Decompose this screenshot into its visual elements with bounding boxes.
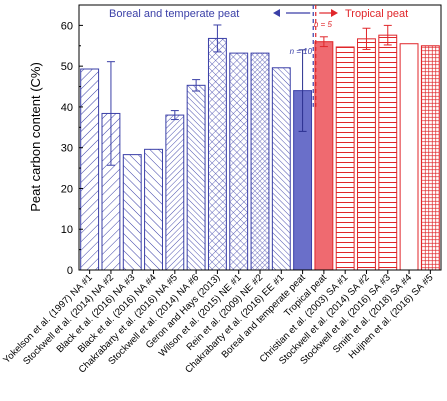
error-bar-6 [192, 79, 201, 92]
tropical-region-label: Tropical peat [345, 8, 408, 20]
y-tick-label-60: 60 [61, 20, 73, 32]
region-annotations: Boreal and temperate peat Tropical peat [109, 5, 408, 107]
bar-13 [335, 46, 355, 271]
error-bar-15 [383, 24, 392, 46]
bar-5 [165, 114, 185, 271]
y-tick-label-50: 50 [61, 61, 73, 73]
error-bar-7 [213, 24, 222, 53]
bar-15 [378, 34, 398, 271]
y-tick-label-0: 0 [67, 265, 73, 277]
y-tick-label-10: 10 [61, 224, 73, 236]
y-axis: 0 10 20 30 40 50 60 [61, 20, 83, 277]
error-bar-12 [319, 36, 328, 48]
boreal-arrow-head [273, 9, 280, 17]
bar-14 [357, 38, 376, 271]
bars-layer [80, 34, 440, 271]
y-axis-title: Peat carbon content (C%) [28, 62, 43, 212]
tropical-sample-count: n = 5 [314, 20, 333, 29]
bar-7 [207, 37, 227, 271]
error-bars-layer [106, 24, 392, 166]
bar-16 [399, 43, 419, 271]
bar-6 [186, 84, 206, 271]
bar-8 [229, 52, 249, 271]
bar-12 [314, 41, 334, 271]
bar-17 [420, 45, 440, 271]
bar-1 [80, 68, 100, 271]
y-tick-label-30: 30 [61, 143, 73, 155]
bar-10 [271, 67, 291, 271]
error-bar-2 [106, 61, 115, 166]
tropical-arrow-head [331, 9, 338, 17]
y-tick-label-40: 40 [61, 102, 73, 114]
bar-3 [122, 154, 142, 271]
x-axis [89, 270, 431, 274]
y-tick-label-20: 20 [61, 183, 73, 195]
bar-4 [144, 148, 163, 271]
bar-9 [250, 52, 270, 271]
boreal-region-label: Boreal and temperate peat [109, 8, 239, 20]
error-bar-14 [362, 27, 371, 50]
boreal-sample-count: n = 10 [290, 47, 313, 56]
error-bar-11 [298, 49, 307, 132]
error-bar-5 [170, 110, 179, 121]
sample-count-labels: n = 10 n = 5 [290, 20, 333, 56]
